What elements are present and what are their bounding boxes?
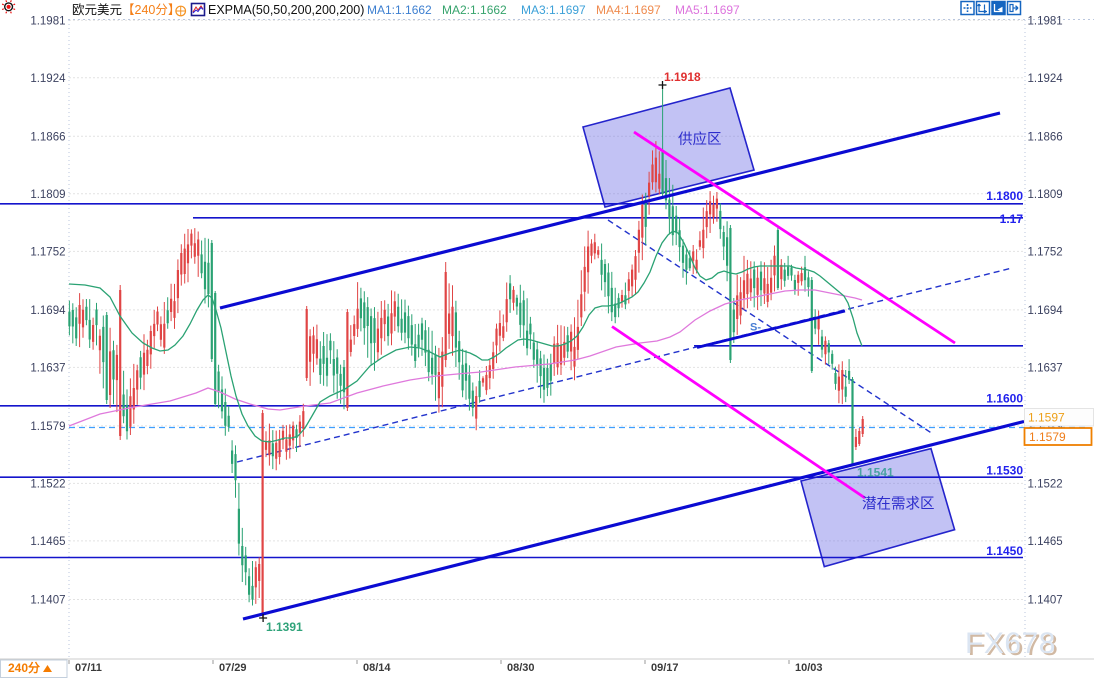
svg-text:07/11: 07/11 — [75, 662, 102, 674]
svg-text:1.1541: 1.1541 — [857, 466, 894, 480]
svg-text:MA2:1.1662: MA2:1.1662 — [442, 3, 507, 17]
svg-text:1.1597: 1.1597 — [1028, 411, 1065, 425]
svg-text:1.1918: 1.1918 — [664, 70, 701, 84]
svg-text:MA1:1.1662: MA1:1.1662 — [367, 3, 432, 17]
svg-text:MA4:1.1697: MA4:1.1697 — [596, 3, 661, 17]
svg-text:08/14: 08/14 — [363, 662, 391, 674]
svg-text:1.1522: 1.1522 — [1028, 478, 1063, 490]
svg-text:1.1866: 1.1866 — [1028, 131, 1063, 143]
svg-text:1.1522: 1.1522 — [30, 478, 65, 490]
svg-text:FX678: FX678 — [968, 629, 1059, 662]
svg-text:欧元美元: 欧元美元 — [72, 3, 122, 17]
svg-text:1.1981: 1.1981 — [1028, 15, 1063, 27]
svg-text:1.1809: 1.1809 — [30, 189, 65, 201]
svg-text:1.1809: 1.1809 — [1028, 189, 1063, 201]
svg-text:1.1694: 1.1694 — [30, 305, 66, 317]
svg-text:1.1450: 1.1450 — [986, 544, 1023, 558]
svg-text:10/03: 10/03 — [795, 662, 823, 674]
svg-text:07/29: 07/29 — [219, 662, 247, 674]
svg-text:1.1465: 1.1465 — [30, 536, 65, 548]
svg-text:1.1637: 1.1637 — [1028, 362, 1063, 374]
svg-text:1.1600: 1.1600 — [986, 392, 1023, 406]
svg-text:09/17: 09/17 — [651, 662, 679, 674]
svg-text:1.1752: 1.1752 — [30, 246, 65, 258]
svg-text:潜在需求区: 潜在需求区 — [862, 496, 935, 513]
svg-text:1.1579: 1.1579 — [30, 421, 65, 433]
svg-text:1.17: 1.17 — [1000, 212, 1024, 226]
svg-text:MA3:1.1697: MA3:1.1697 — [521, 3, 586, 17]
svg-text:240分: 240分 — [8, 660, 40, 675]
svg-text:1.1407: 1.1407 — [1028, 595, 1063, 607]
svg-text:1.1465: 1.1465 — [1028, 536, 1063, 548]
svg-text:EXPMA(50,50,200,200,200): EXPMA(50,50,200,200,200) — [208, 3, 364, 17]
svg-text:1.1579: 1.1579 — [1029, 430, 1066, 444]
svg-text:1.1694: 1.1694 — [1028, 305, 1064, 317]
svg-text:FX678: FX678 — [965, 627, 1056, 660]
svg-text:MA5:1.1697: MA5:1.1697 — [675, 3, 740, 17]
svg-text:1.1407: 1.1407 — [30, 595, 65, 607]
svg-text:【240分】: 【240分】 — [122, 3, 180, 17]
svg-text:S-: S- — [750, 322, 761, 334]
svg-text:1.1981: 1.1981 — [30, 15, 65, 27]
svg-text:08/30: 08/30 — [507, 662, 535, 674]
svg-text:1.1800: 1.1800 — [986, 189, 1023, 203]
svg-text:1.1924: 1.1924 — [30, 73, 66, 85]
svg-text:1.1752: 1.1752 — [1028, 246, 1063, 258]
svg-text:1.1866: 1.1866 — [30, 131, 65, 143]
svg-text:1.1391: 1.1391 — [266, 620, 303, 634]
svg-text:1.1637: 1.1637 — [30, 362, 65, 374]
svg-text:供应区: 供应区 — [678, 130, 722, 148]
svg-text:1.1530: 1.1530 — [986, 464, 1023, 478]
svg-text:1.1924: 1.1924 — [1028, 73, 1064, 85]
